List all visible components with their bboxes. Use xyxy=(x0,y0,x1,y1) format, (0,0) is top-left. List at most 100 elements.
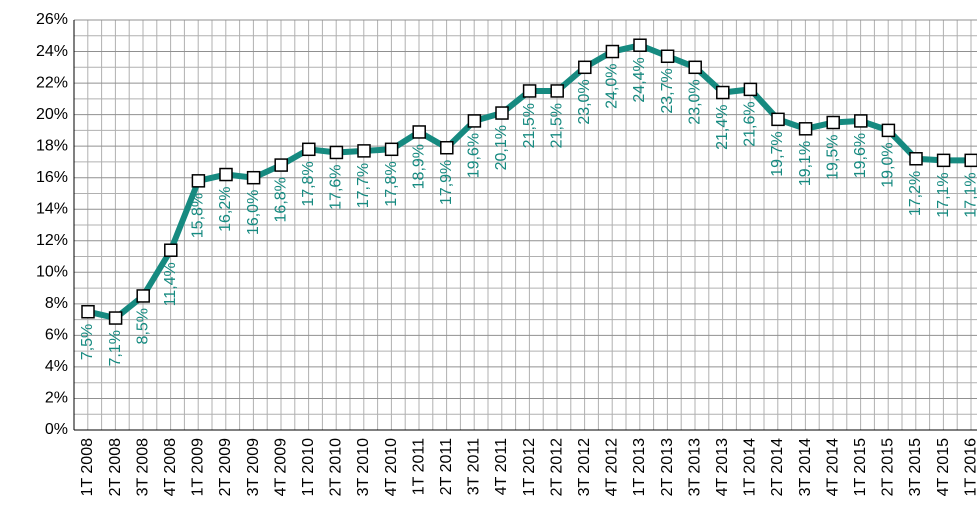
x-tick-label: 2T 2010 xyxy=(328,438,345,497)
data-label: 17,9% xyxy=(438,160,455,205)
marker xyxy=(302,142,316,157)
data-label: 21,4% xyxy=(714,105,731,150)
x-tick-label: 4T 2015 xyxy=(935,438,952,497)
marker xyxy=(716,85,730,100)
x-tick-label: 1T 2009 xyxy=(190,438,207,497)
x-tick-label: 4T 2011 xyxy=(493,438,510,495)
data-label: 7,5% xyxy=(79,324,96,360)
y-tick-label: 0% xyxy=(45,421,68,438)
marker xyxy=(136,289,150,303)
marker xyxy=(108,311,123,325)
x-tick-label: 3T 2010 xyxy=(355,438,372,497)
y-tick-label: 24% xyxy=(36,43,68,60)
data-label: 20,1% xyxy=(493,125,510,170)
x-tick-label: 2T 2015 xyxy=(880,438,897,497)
x-tick-label: 4T 2014 xyxy=(824,438,841,497)
marker xyxy=(246,170,261,185)
data-label: 18,9% xyxy=(410,144,427,189)
x-tick-label: 1T 2011 xyxy=(410,438,427,495)
x-tick-label: 3T 2013 xyxy=(686,438,703,497)
marker xyxy=(909,152,923,166)
y-tick-label: 16% xyxy=(36,169,68,186)
data-label: 17,2% xyxy=(907,171,924,216)
marker xyxy=(412,125,426,139)
y-tick-label: 14% xyxy=(36,200,68,217)
data-label: 16,2% xyxy=(217,187,234,232)
x-tick-label: 1T 2015 xyxy=(852,438,869,497)
y-tick-label: 2% xyxy=(45,390,68,407)
x-tick-label: 4T 2010 xyxy=(383,438,400,497)
data-label: 17,8% xyxy=(300,161,317,206)
marker xyxy=(495,106,509,120)
x-tick-label: 4T 2013 xyxy=(714,438,731,497)
x-tick-label: 1T 2008 xyxy=(79,438,96,497)
x-tick-label: 1T 2016 xyxy=(962,438,977,497)
marker xyxy=(467,114,482,128)
x-tick-label: 1T 2014 xyxy=(742,438,759,497)
data-label: 24,0% xyxy=(604,64,621,109)
marker xyxy=(771,112,785,127)
marker xyxy=(578,60,592,75)
marker xyxy=(798,122,813,136)
data-label: 23,0% xyxy=(576,79,593,124)
marker xyxy=(191,174,206,188)
x-tick-label: 4T 2008 xyxy=(162,438,179,497)
data-label: 23,7% xyxy=(659,68,676,113)
x-tick-label: 2T 2011 xyxy=(438,438,455,495)
data-label: 19,6% xyxy=(466,133,483,178)
data-label: 17,7% xyxy=(355,163,372,208)
marker xyxy=(964,153,977,168)
data-label: 17,1% xyxy=(962,172,977,217)
x-tick-label: 2T 2008 xyxy=(107,438,124,497)
data-label: 16,8% xyxy=(272,177,289,222)
data-label: 19,1% xyxy=(797,141,814,186)
x-tick-label: 1T 2010 xyxy=(300,438,317,497)
marker xyxy=(81,304,95,319)
y-tick-label: 4% xyxy=(45,358,68,375)
x-tick-label: 3T 2015 xyxy=(907,438,924,497)
data-label: 11,4% xyxy=(162,262,179,306)
x-tick-label: 2T 2013 xyxy=(659,438,676,497)
marker xyxy=(605,44,620,59)
marker xyxy=(660,49,675,64)
data-label: 19,7% xyxy=(769,131,786,176)
y-tick-label: 22% xyxy=(36,74,68,91)
y-tick-label: 10% xyxy=(36,264,68,281)
marker xyxy=(688,60,702,75)
marker xyxy=(936,153,951,168)
data-label: 24,4% xyxy=(631,57,648,102)
x-tick-label: 3T 2014 xyxy=(797,438,814,497)
marker xyxy=(384,142,399,157)
marker xyxy=(274,158,288,172)
x-tick-label: 2T 2009 xyxy=(217,438,234,497)
y-tick-label: 6% xyxy=(45,327,68,344)
marker xyxy=(550,84,564,98)
data-label: 19,5% xyxy=(824,135,841,180)
data-label: 23,0% xyxy=(686,79,703,124)
y-tick-label: 18% xyxy=(36,137,68,154)
marker xyxy=(440,140,454,155)
marker xyxy=(633,38,647,52)
marker xyxy=(881,123,896,138)
marker xyxy=(522,84,537,98)
data-label: 21,5% xyxy=(521,103,538,148)
data-label: 8,5% xyxy=(134,308,151,344)
marker xyxy=(826,115,840,130)
marker xyxy=(743,82,758,97)
x-tick-label: 2T 2014 xyxy=(769,438,786,497)
x-tick-label: 3T 2008 xyxy=(134,438,151,497)
data-label: 15,8% xyxy=(190,193,207,238)
y-tick-label: 12% xyxy=(36,232,68,249)
x-tick-label: 1T 2012 xyxy=(521,438,538,497)
data-label: 17,1% xyxy=(935,172,952,217)
data-label: 17,6% xyxy=(328,164,345,209)
data-label: 17,8% xyxy=(383,161,400,206)
marker xyxy=(854,114,868,128)
marker xyxy=(329,145,344,160)
x-tick-label: 2T 2012 xyxy=(548,438,565,497)
x-tick-label: 3T 2012 xyxy=(576,438,593,497)
marker xyxy=(357,144,371,158)
data-label: 19,0% xyxy=(880,142,897,187)
data-label: 16,0% xyxy=(245,190,262,235)
